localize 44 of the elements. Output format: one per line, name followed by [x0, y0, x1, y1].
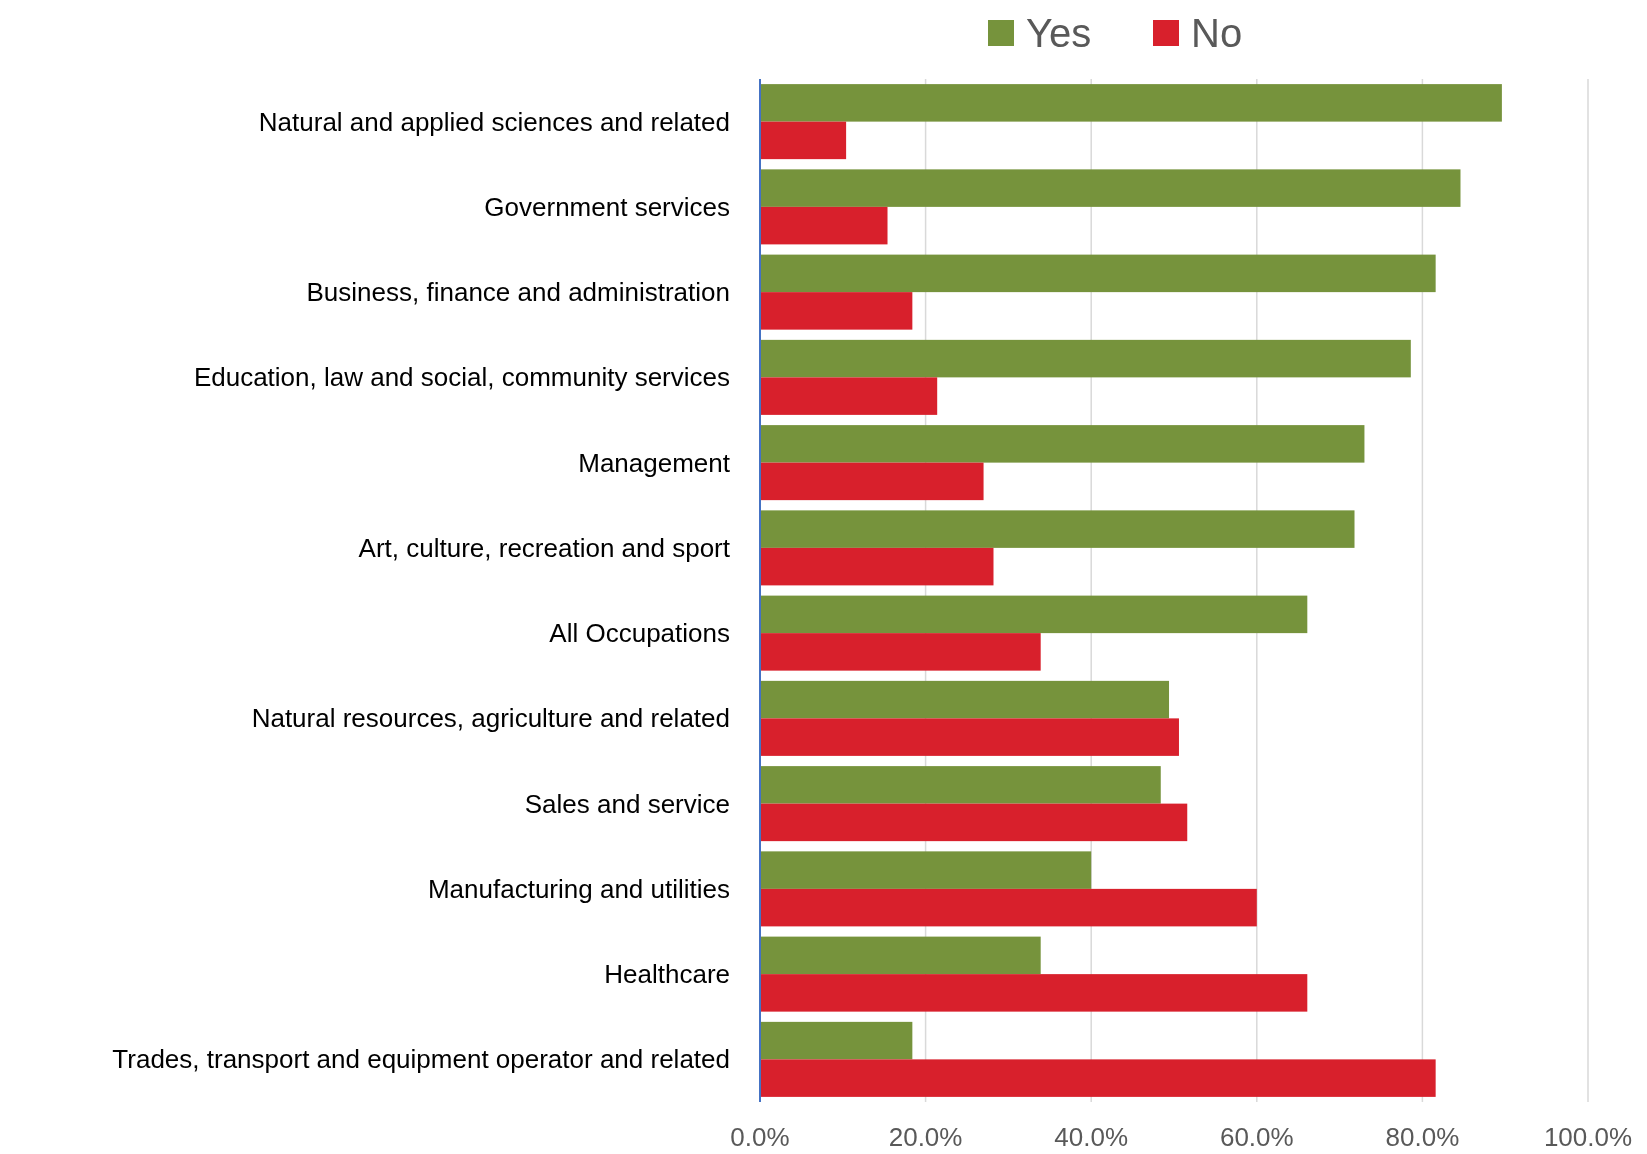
- bar: [760, 936, 1041, 975]
- legend-label: Yes: [1026, 11, 1092, 55]
- bar: [760, 547, 994, 586]
- y-tick-label: Business, finance and administration: [306, 277, 730, 308]
- bar: [760, 766, 1161, 804]
- y-tick-label: Healthcare: [604, 959, 730, 990]
- x-tick-label: 20.0%: [888, 1122, 963, 1152]
- bar: [760, 974, 1308, 1012]
- y-tick-label: Education, law and social, community services: [193, 362, 730, 393]
- bar: [760, 169, 1461, 207]
- x-tick-label: 40.0%: [1054, 1122, 1129, 1152]
- bar: [760, 680, 1170, 719]
- bar: [760, 718, 1179, 756]
- bar: [760, 462, 984, 501]
- bar: [760, 206, 888, 245]
- bar: [760, 425, 1365, 463]
- bar: [760, 121, 847, 160]
- x-tick-label: 60.0%: [1219, 1122, 1294, 1152]
- y-tick-label: Trades, transport and equipment operator and related: [112, 1044, 730, 1075]
- bar: [760, 633, 1041, 671]
- x-tick-label: 80.0%: [1385, 1122, 1460, 1152]
- legend-label: No: [1191, 11, 1243, 55]
- y-tick-label: Government services: [484, 191, 730, 222]
- bar: [760, 292, 913, 330]
- bar: [760, 1021, 913, 1060]
- bar: [760, 377, 938, 415]
- bar: [760, 1059, 1436, 1097]
- x-tick-label: 100.0%: [1543, 1122, 1633, 1152]
- bar: [760, 851, 1092, 889]
- y-tick-label: Sales and service: [524, 788, 730, 819]
- y-tick-label: Natural and applied sciences and related: [258, 106, 730, 137]
- bar: [760, 595, 1308, 634]
- bar: [760, 510, 1355, 548]
- x-tick-label: 0.0%: [730, 1122, 790, 1152]
- y-tick-label: All Occupations: [549, 618, 730, 649]
- y-tick-label: Management: [578, 447, 731, 478]
- bar: [760, 803, 1188, 842]
- bar: [760, 254, 1436, 293]
- y-tick-label: Art, culture, recreation and sport: [358, 532, 731, 563]
- bar: [760, 888, 1257, 927]
- y-tick-label: Natural resources, agriculture and related: [251, 703, 730, 734]
- bar: [760, 339, 1411, 378]
- y-tick-label: Manufacturing and utilities: [427, 873, 730, 904]
- bar: [760, 84, 1502, 122]
